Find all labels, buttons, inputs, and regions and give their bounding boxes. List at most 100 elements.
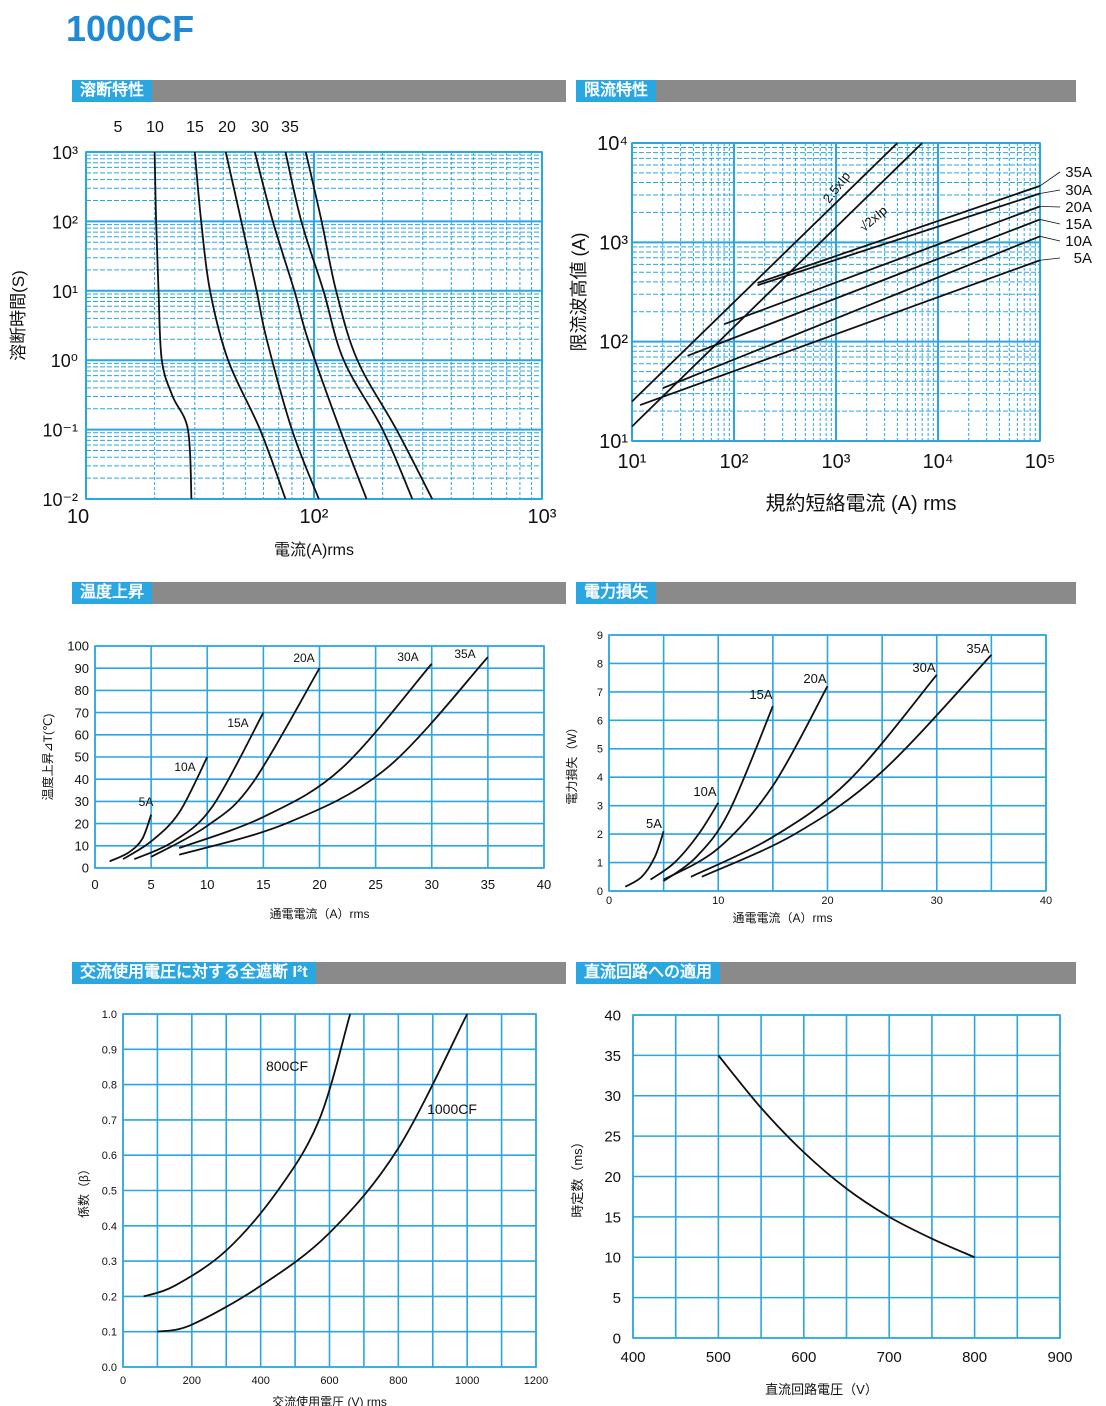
power-y-tick-label: 6 [597,715,603,727]
melting-curve [153,151,193,500]
limiting-curve [723,205,1041,326]
dc-plot-frame [632,1014,1061,1339]
power-y-tick-label: 0 [597,886,603,898]
temp-x-tick-label: 15 [256,877,270,892]
limiting-y-tick-label: 10³ [599,232,628,254]
temp-curve-label: 10A [174,760,195,774]
melting-curve [193,151,287,500]
temp-curve [109,814,152,863]
power-y-tick-label: 1 [597,858,603,870]
dc-x-tick-label: 600 [791,1349,816,1366]
dc-y-tick-label: 25 [604,1129,621,1146]
power-x-tick-label: 30 [931,895,943,907]
limiting-curve [639,259,1041,406]
temp-curve [178,656,489,856]
temp-curve-label: 5A [139,795,154,809]
i2t-y-tick-label: 0.7 [102,1115,117,1127]
i2t-x-tick-label: 1000 [455,1375,479,1387]
i2t-y-tick-label: 0.8 [102,1080,117,1092]
i2t-plot-frame [122,1013,537,1368]
temp-y-tick-label: 10 [75,838,89,853]
power-x-tick-label: 10 [712,895,724,907]
temp-y-tick-label: 80 [75,683,89,698]
temp-y-tick-label: 40 [75,772,89,787]
dc-y-tick-label: 5 [613,1290,621,1307]
temp-curve [133,712,265,860]
i2t-curve-label: 1000CF [427,1101,477,1117]
limiting-x-tick-label: 10² [720,451,749,473]
melting-curve-label: 20 [218,119,236,136]
power-curve [701,654,993,878]
limiting-x-tick-label: 10⁴ [923,451,954,473]
temp-y-tick-label: 30 [75,794,89,809]
melting-curve-label: 35 [281,119,299,136]
limiting-curve [662,235,1041,390]
dc-y-tick-label: 40 [604,1007,621,1024]
power-curve-label: 35A [966,641,989,656]
limiting-x-tick-label: 10¹ [618,451,647,473]
section-label-limiting: 限流特性 [576,80,657,102]
melting-y-axis-label: 溶断時間(S) [9,270,28,361]
temp-y-tick-label: 70 [75,705,89,720]
power-x-tick-label: 20 [821,895,833,907]
power-curve-label: 15A [749,687,772,702]
temp-x-tick-label: 25 [368,877,382,892]
temp-x-tick-label: 5 [148,877,155,892]
melting-y-tick-label: 10² [52,212,78,232]
limiting-leader-line [1039,189,1061,194]
i2t-curve [157,1013,468,1333]
dc-y-tick-label: 30 [604,1088,621,1105]
temp-x-tick-label: 20 [312,877,326,892]
dc-x-tick-label: 900 [1047,1349,1072,1366]
section-bar-power: 電力損失 [576,582,1076,604]
i2t-y-tick-label: 0.9 [102,1044,117,1056]
section-bar-i2t: 交流使用電圧に対する全遮断 I²t [72,962,566,984]
limiting-y-tick-label: 10² [599,332,628,354]
limiting-reference-line [631,142,923,428]
power-plot-frame [608,634,1047,892]
power-curve-label: 10A [693,784,716,799]
power-x-tick-label: 40 [1040,895,1052,907]
power-curve [690,674,938,878]
temp-plot-frame [94,645,545,869]
power-curve-label: 20A [803,671,826,686]
section-bar-melting: 溶断特性 [72,80,566,102]
temp-curve-label: 30A [397,650,418,664]
temp-y-axis-label: 温度上昇⊿T(℃) [40,714,55,801]
i2t-x-tick-label: 200 [183,1375,201,1387]
power-x-axis-label: 通電電流（A）rms [733,911,833,925]
limiting-curve [757,185,1041,284]
dc-x-axis-label: 直流回路電圧（V） [765,1382,878,1397]
i2t-x-axis-label: 交流使用電圧 (V) rms [272,1394,387,1406]
dc-y-tick-label: 35 [604,1048,621,1065]
melting-x-tick-label: 10³ [528,506,557,528]
temp-y-tick-label: 60 [75,727,89,742]
dc-x-tick-label: 700 [877,1349,902,1366]
temp-x-tick-label: 0 [91,877,98,892]
melting-y-tick-label: 10³ [52,143,78,163]
power-y-axis-label: 電力損失（W） [564,721,579,804]
power-x-tick-label: 0 [606,895,612,907]
power-y-tick-label: 9 [597,630,603,642]
melting-curve [304,151,434,500]
dc-curve [717,1054,975,1259]
temp-x-tick-label: 30 [425,877,439,892]
i2t-y-tick-label: 0.0 [102,1362,117,1374]
section-bar-limiting: 限流特性 [576,80,1076,102]
temp-x-tick-label: 10 [200,877,214,892]
limiting-curve-label: 30A [1065,182,1092,199]
melting-curve-label: 30 [251,119,269,136]
temp-y-tick-label: 50 [75,750,89,765]
power-curve-label: 5A [646,816,662,831]
i2t-y-tick-label: 0.6 [102,1150,117,1162]
limiting-curve-label: 5A [1074,250,1092,267]
power-y-tick-label: 2 [597,829,603,841]
melting-x-tick-label: 10² [300,506,329,528]
temp-x-axis-label: 通電電流（A）rms [270,907,370,921]
i2t-curve-label: 800CF [266,1058,308,1074]
temp-curve-label: 35A [454,647,475,661]
i2t-x-tick-label: 800 [389,1375,407,1387]
i2t-y-tick-label: 0.5 [102,1185,117,1197]
dc-y-axis-label: 時定数（ms） [570,1135,585,1217]
